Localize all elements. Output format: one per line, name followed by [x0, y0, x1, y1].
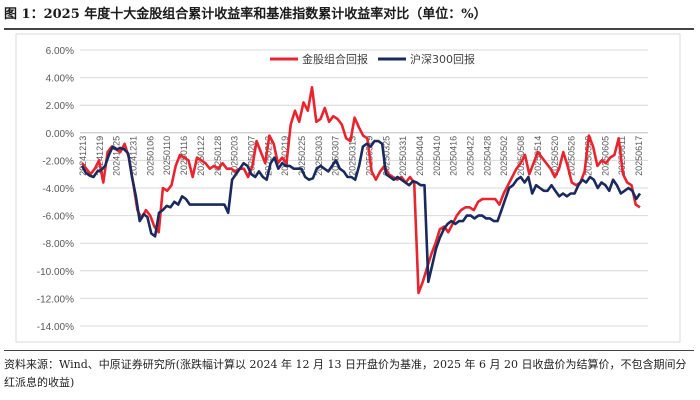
chart-frame	[15, 33, 681, 343]
x-tick-label: 20250313	[348, 136, 358, 176]
figure-title: 图 1：2025 年度十大金股组合累计收益率和基准指数累计收益率对比（单位：%）	[4, 7, 487, 22]
x-tick-label: 20250303	[314, 136, 324, 176]
x-axis-ticks: 20241213 20241219 20241225 20241231 20250106…	[78, 136, 644, 176]
line-chart: 6.00% 4.00% 2.00% 0.00% -2.00% -4.00% -6.00% -8…	[15, 33, 681, 343]
x-tick-label: 20250611	[617, 136, 627, 175]
y-axis-ticks: 6.00% 4.00% 2.00% 0.00% -2.00% -4.00% -6.00% -8…	[37, 46, 74, 333]
title-rule	[4, 28, 694, 30]
x-tick-label: 20250617	[634, 136, 644, 176]
y-tick-label: 6.00%	[46, 46, 74, 57]
x-tick-label: 20250404	[415, 136, 425, 176]
x-tick-label: 20250225	[297, 136, 307, 176]
x-tick-label: 20250116	[179, 136, 189, 175]
legend-label-1: 金股组合回报	[302, 52, 368, 66]
x-tick-label: 20250106	[145, 136, 155, 176]
x-tick-label: 20241213	[78, 136, 88, 176]
series-lines	[80, 85, 642, 295]
x-tick-label: 20250502	[499, 136, 509, 176]
y-tick-label: -12.00%	[37, 294, 74, 305]
x-tick-label: 20250422	[466, 136, 476, 176]
legend: 金股组合回报 沪深300回报	[270, 52, 475, 66]
series-line-1	[80, 85, 641, 295]
y-tick-label: -10.00%	[37, 267, 74, 278]
x-tick-label: 20250207	[246, 136, 256, 176]
x-tick-label: 20250514	[533, 136, 543, 176]
x-tick-label: 20250122	[196, 136, 206, 176]
x-tick-label: 20241231	[129, 136, 139, 176]
y-tick-label: -8.00%	[42, 239, 74, 250]
x-tick-label: 20250605	[600, 136, 610, 176]
x-tick-label: 20241219	[95, 136, 105, 176]
legend-label-2: 沪深300回报	[410, 52, 475, 66]
x-tick-label: 20250410	[432, 136, 442, 176]
x-tick-label: 20250416	[449, 136, 459, 176]
y-tick-label: -2.00%	[42, 156, 74, 167]
x-tick-label: 20250508	[516, 136, 526, 176]
x-tick-label: 20250331	[398, 136, 408, 176]
y-tick-label: 0.00%	[46, 129, 74, 140]
source-rule	[4, 350, 694, 351]
x-tick-label: 20250428	[482, 136, 492, 176]
y-tick-label: 4.00%	[46, 74, 74, 85]
x-tick-label: 20250325	[381, 136, 391, 176]
x-tick-label: 20250128	[213, 136, 223, 176]
x-tick-label: 20250219	[280, 136, 290, 176]
x-tick-label: 20250110	[162, 136, 172, 175]
y-tick-label: -14.00%	[37, 322, 74, 333]
y-tick-label: 2.00%	[46, 101, 74, 112]
y-tick-label: -4.00%	[42, 184, 74, 195]
x-tick-label: 20250526	[567, 136, 577, 176]
x-tick-label: 20250520	[550, 136, 560, 176]
series-line-2	[80, 139, 642, 284]
x-tick-label: 20250213	[263, 136, 273, 176]
source-note: 资料来源：Wind、中原证券研究所(涨跌幅计算以 2024 年 12 月 13 …	[4, 358, 687, 389]
grid-lines	[15, 33, 681, 343]
x-tick-label: 20241225	[112, 136, 122, 176]
y-tick-label: -6.00%	[42, 212, 74, 223]
x-tick-label: 20250530	[583, 136, 593, 176]
x-tick-label: 20250307	[331, 136, 341, 176]
x-tick-label: 20250203	[230, 136, 240, 176]
